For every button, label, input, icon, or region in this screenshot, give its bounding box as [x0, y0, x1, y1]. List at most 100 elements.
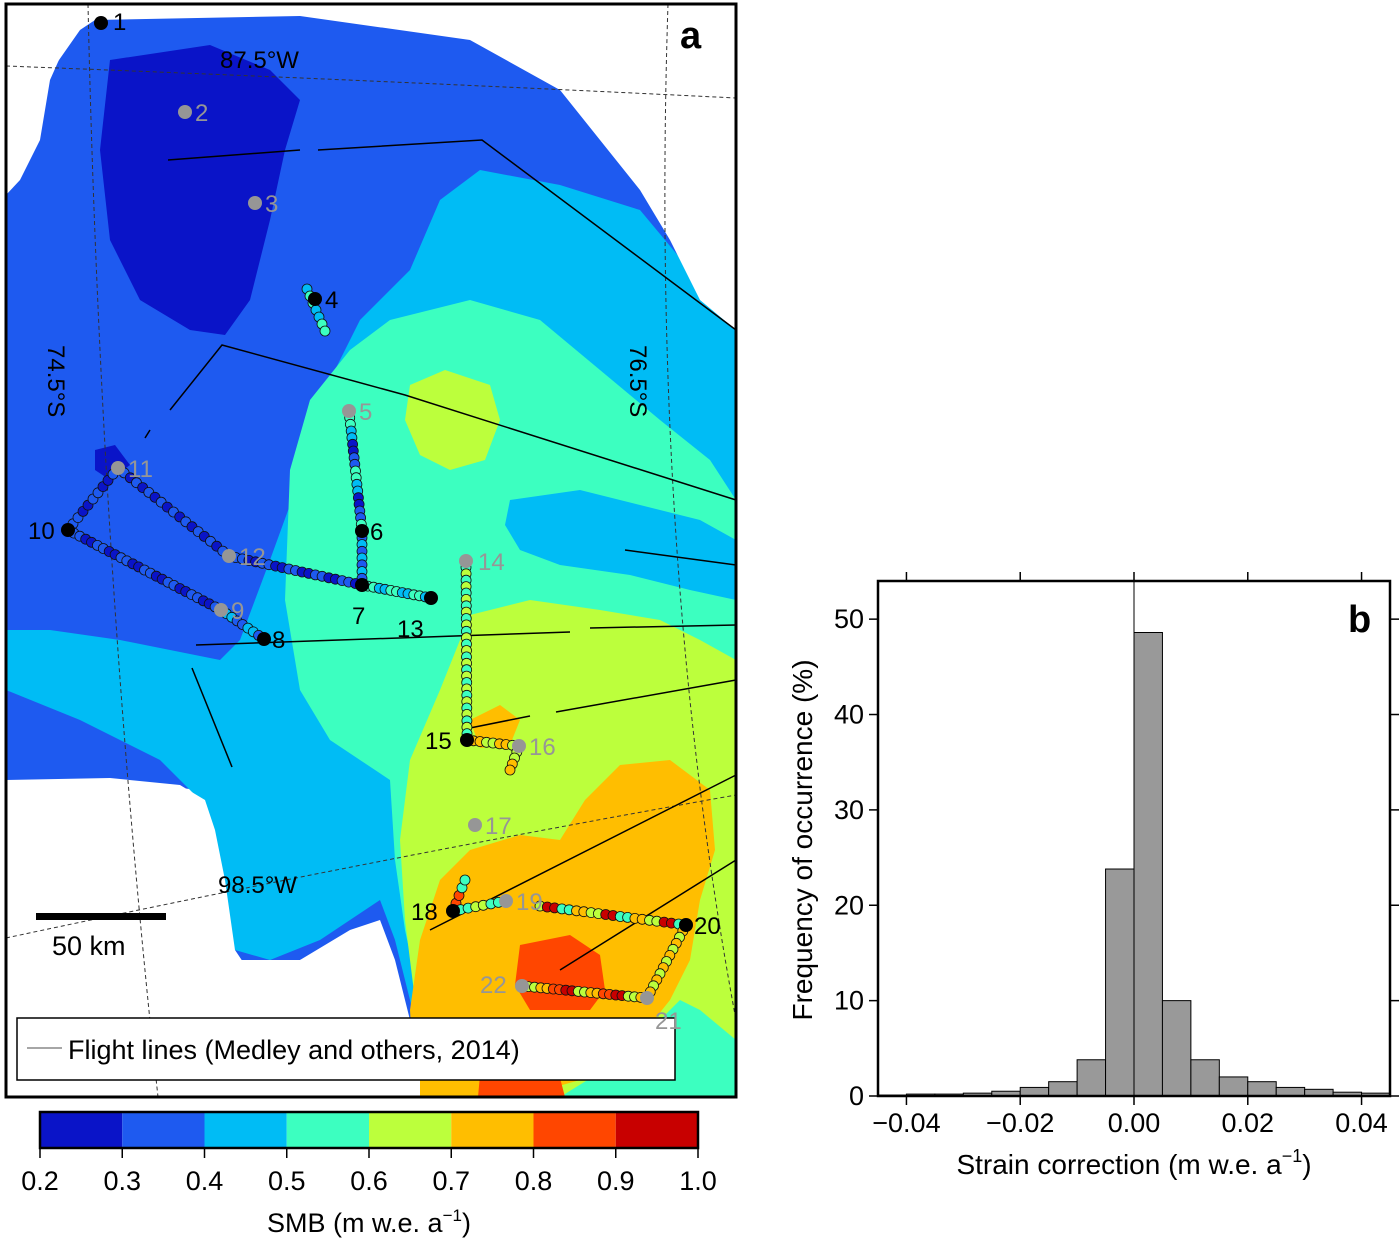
x-tick-label: 0.00	[1108, 1108, 1161, 1138]
site-label-17: 17	[485, 813, 512, 840]
site-marker-7	[355, 578, 369, 592]
colorbar-tick-label: 0.5	[268, 1166, 306, 1196]
histogram-bar	[1161, 1000, 1192, 1097]
site-marker-11	[111, 461, 125, 475]
lat-label-right: 76.5°S	[624, 345, 651, 417]
site-label-13: 13	[397, 616, 424, 643]
site-label-2: 2	[195, 100, 208, 127]
site-marker-3	[248, 196, 262, 210]
histogram-bar	[1190, 1059, 1220, 1097]
histogram-bar	[1048, 1081, 1078, 1097]
colorbar-tick-label: 0.3	[103, 1166, 141, 1196]
site-label-8: 8	[272, 627, 285, 654]
site-label-6: 6	[370, 519, 383, 546]
smb-zone-0.7-0.8	[410, 760, 715, 1097]
site-label-20: 20	[694, 913, 721, 940]
histogram-ylabel: Frequency of occurrence (%)	[787, 659, 818, 1020]
site-marker-6	[355, 524, 369, 538]
histogram-bars	[877, 632, 1391, 1097]
site-marker-22	[515, 979, 529, 993]
colorbar-tick-label: 0.4	[186, 1166, 224, 1196]
site-marker-12	[222, 549, 236, 563]
no-data-left	[6, 4, 95, 195]
y-tick-label: 50	[834, 604, 864, 634]
histogram-axes: −0.04 −0.02 0.00 0.02 0.04 0 10 20 30 40 50	[834, 572, 1399, 1138]
x-tick-label: 0.02	[1221, 1108, 1274, 1138]
site-marker-2	[178, 105, 192, 119]
colorbar-tick-label: 1.0	[679, 1166, 717, 1196]
site-label-9: 9	[231, 598, 244, 625]
histogram-bar	[1275, 1086, 1306, 1097]
site-marker-15	[460, 733, 474, 747]
smb-map: 87.5°W 98.5°W 74.5°S 76.5°S 50 km Flight…	[4, 2, 738, 1099]
smb-zone-0.2-0.3-upper	[100, 45, 300, 335]
site-label-19: 19	[516, 889, 543, 916]
histogram-bar	[1019, 1086, 1050, 1097]
y-tick-label: 0	[849, 1081, 864, 1111]
site-marker-8	[257, 632, 271, 646]
site-marker-10	[61, 523, 75, 537]
colorbar-cell	[615, 1112, 698, 1148]
site-label-16: 16	[529, 734, 556, 761]
histogram-bar	[1105, 868, 1135, 1097]
site-label-3: 3	[265, 191, 278, 218]
histogram: −0.04 −0.02 0.00 0.02 0.04 0 10 20 30 40 50 b Freq…	[787, 572, 1399, 1180]
site-marker-19	[499, 894, 513, 908]
site-label-4: 4	[325, 287, 338, 314]
site-label-7: 7	[352, 603, 365, 630]
colorbar-tick-label: 0.9	[597, 1166, 635, 1196]
x-tick-label: −0.02	[986, 1108, 1054, 1138]
transect-16-sample	[504, 764, 516, 776]
site-label-21: 21	[655, 1008, 682, 1035]
site-marker-17	[468, 818, 482, 832]
legend-text: Flight lines (Medley and others, 2014)	[68, 1035, 520, 1065]
colorbar-cell	[451, 1112, 534, 1148]
colorbar-cell	[122, 1112, 205, 1148]
site-label-18: 18	[411, 899, 438, 926]
y-tick-label: 10	[834, 986, 864, 1016]
lon-label-bottom: 98.5°W	[218, 872, 297, 899]
panel-b-label: b	[1348, 599, 1371, 641]
smb-zone-0.6-0.7-upper	[405, 370, 500, 470]
scale-bar	[36, 913, 166, 920]
site-label-10: 10	[28, 518, 55, 545]
histogram-bar	[1076, 1059, 1107, 1097]
colorbar-tick-label: 0.7	[432, 1166, 470, 1196]
site-marker-14	[459, 554, 473, 568]
site-marker-18	[446, 904, 460, 918]
colorbar-cell	[40, 1112, 123, 1148]
y-tick-label: 40	[834, 700, 864, 730]
colorbar-tick-label: 0.8	[515, 1166, 553, 1196]
colorbar-label: SMB (m w.e. a−1)	[267, 1206, 471, 1238]
site-label-5: 5	[359, 399, 372, 426]
scale-bar-label: 50 km	[52, 931, 126, 961]
histogram-bar	[1133, 632, 1163, 1097]
colorbar-cell	[286, 1112, 369, 1148]
site-marker-1	[94, 16, 108, 30]
site-marker-20	[679, 918, 693, 932]
colorbar-cell	[533, 1112, 616, 1148]
colorbar-cell	[204, 1112, 287, 1148]
site-label-15: 15	[425, 728, 452, 755]
site-marker-21	[640, 991, 654, 1005]
colorbar-cell	[369, 1112, 452, 1148]
panel-a-label: a	[680, 15, 702, 57]
site-label-14: 14	[478, 549, 505, 576]
site-label-22: 22	[480, 972, 507, 999]
site-label-12: 12	[239, 544, 266, 571]
site-marker-4	[308, 292, 322, 306]
lat-label-left: 74.5°S	[42, 345, 69, 417]
x-tick-label: −0.04	[872, 1108, 940, 1138]
colorbar-tick-label: 0.6	[350, 1166, 388, 1196]
colorbar: 0.2 0.3 0.4 0.5 0.6 0.7 0.8 0.9 1.0 SMB (m w.e. …	[21, 1110, 717, 1238]
site-marker-13	[424, 591, 438, 605]
transect-18-sample	[459, 874, 471, 886]
histogram-bar	[1247, 1081, 1277, 1097]
site-label-1: 1	[113, 9, 126, 36]
site-marker-16	[512, 739, 526, 753]
transect-4-sample	[319, 325, 331, 337]
site-label-11: 11	[128, 456, 153, 483]
histogram-xlabel: Strain correction (m w.e. a−1)	[956, 1146, 1311, 1180]
